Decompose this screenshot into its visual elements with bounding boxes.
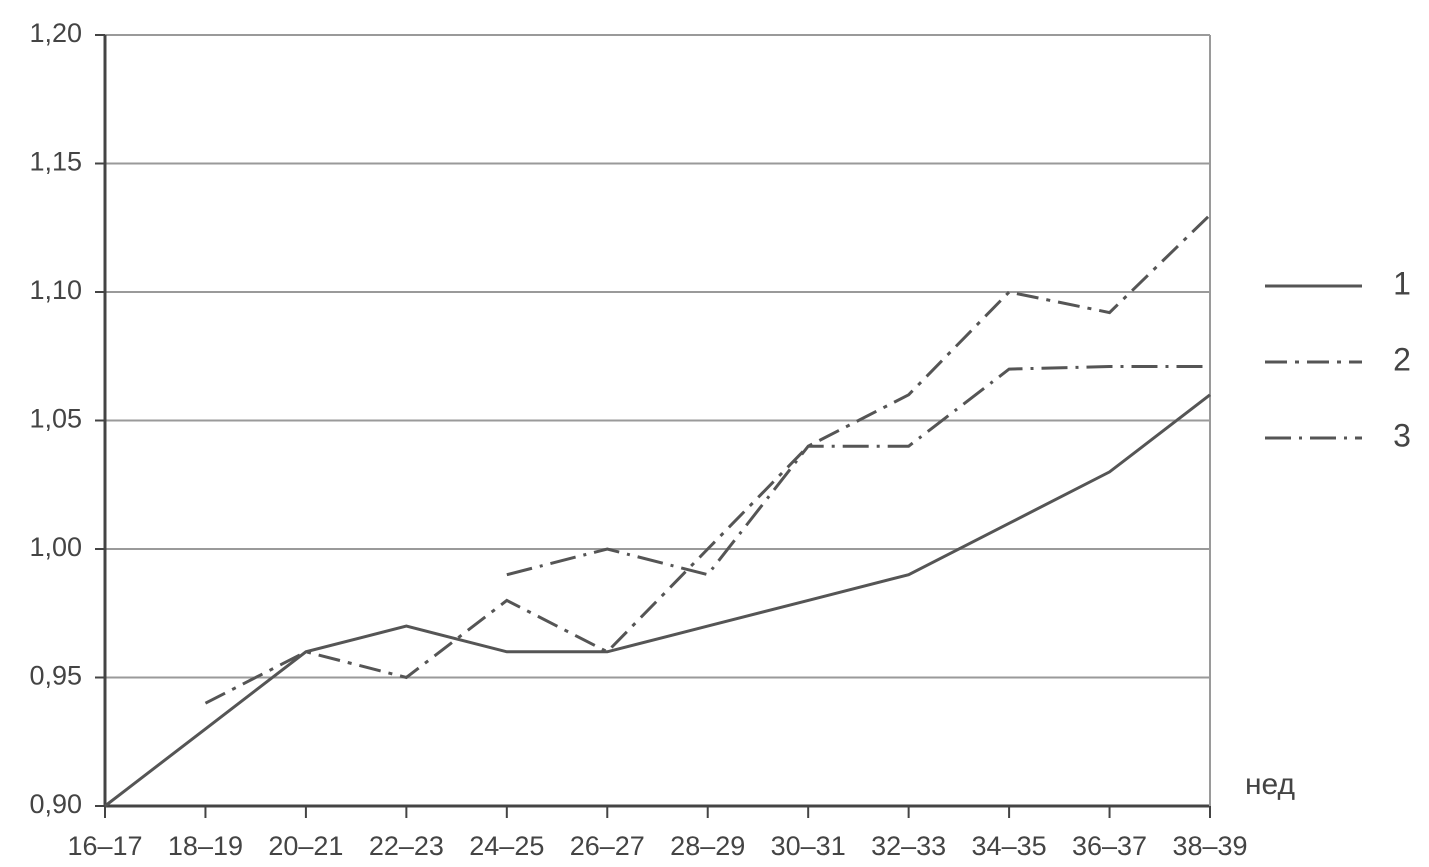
x-tick-label: 26–27	[570, 831, 645, 861]
y-tick-label: 1,20	[29, 18, 82, 48]
series-line	[506, 365, 1210, 577]
x-tick-label: 22–23	[369, 831, 444, 861]
x-tick-label: 38–39	[1172, 831, 1247, 861]
x-tick-label: 24–25	[469, 831, 544, 861]
series-line	[204, 213, 1212, 705]
x-tick-label: 20–21	[268, 831, 343, 861]
x-tick-label: 34–35	[972, 831, 1047, 861]
y-tick-label: 1,05	[29, 404, 82, 434]
x-tick-label: 16–17	[67, 831, 142, 861]
y-tick-label: 0,90	[29, 789, 82, 819]
y-tick-label: 1,00	[29, 532, 82, 562]
series-line	[104, 393, 1211, 808]
y-tick-label: 1,15	[29, 147, 82, 177]
legend-label: 2	[1393, 341, 1411, 377]
x-tick-label: 30–31	[771, 831, 846, 861]
y-tick-label: 0,95	[29, 661, 82, 691]
legend-label: 3	[1393, 417, 1411, 453]
x-tick-label: 36–37	[1072, 831, 1147, 861]
y-tick-label: 1,10	[29, 275, 82, 305]
legend-label: 1	[1393, 265, 1411, 301]
x-tick-label: 32–33	[871, 831, 946, 861]
x-tick-label: 18–19	[168, 831, 243, 861]
x-tick-label: 28–29	[670, 831, 745, 861]
x-axis-label: нед	[1245, 768, 1295, 801]
